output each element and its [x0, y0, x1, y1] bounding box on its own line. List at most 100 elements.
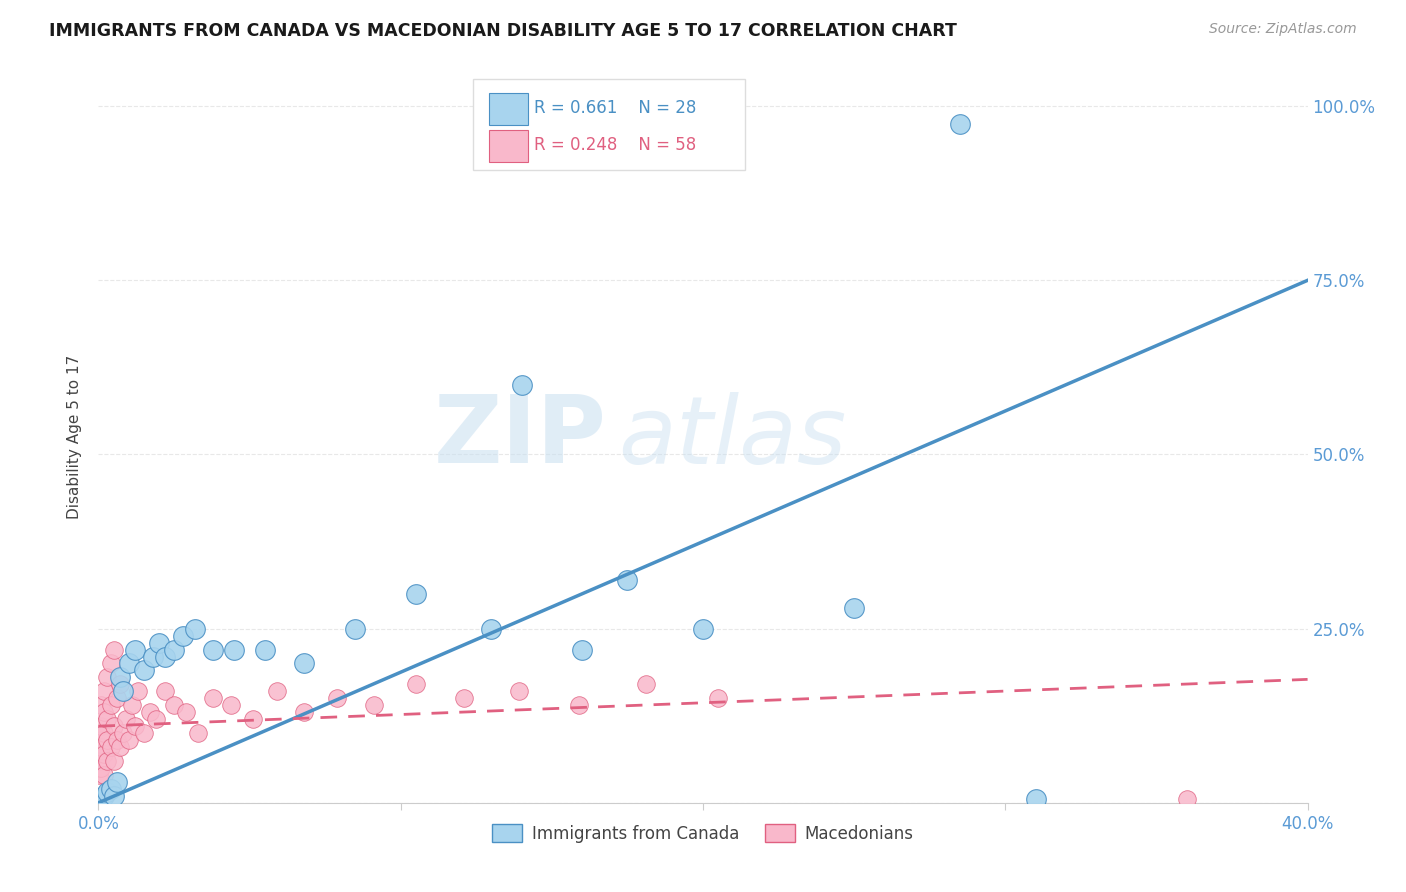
Point	[363, 698, 385, 713]
Point	[405, 677, 427, 691]
Point	[93, 789, 115, 803]
Point	[253, 642, 276, 657]
Legend: Immigrants from Canada, Macedonians: Immigrants from Canada, Macedonians	[485, 818, 921, 849]
Point	[100, 698, 122, 713]
Point	[90, 726, 112, 740]
Point	[145, 712, 167, 726]
Point	[87, 768, 110, 782]
Point	[292, 705, 315, 719]
Point	[508, 684, 530, 698]
Text: IMMIGRANTS FROM CANADA VS MACEDONIAN DISABILITY AGE 5 TO 17 CORRELATION CHART: IMMIGRANTS FROM CANADA VS MACEDONIAN DIS…	[49, 22, 957, 40]
Point	[148, 635, 170, 649]
Point	[949, 117, 972, 131]
Point	[93, 747, 115, 761]
Point	[96, 712, 118, 726]
Point	[93, 705, 115, 719]
Point	[568, 698, 591, 713]
Point	[172, 629, 194, 643]
FancyBboxPatch shape	[474, 78, 745, 170]
Text: R = 0.661    N = 28: R = 0.661 N = 28	[534, 99, 696, 117]
Y-axis label: Disability Age 5 to 17: Disability Age 5 to 17	[67, 355, 83, 519]
Point	[108, 740, 131, 755]
Point	[103, 719, 125, 733]
Point	[242, 712, 264, 726]
Point	[326, 691, 349, 706]
Point	[111, 726, 134, 740]
Point	[96, 733, 118, 747]
Point	[616, 573, 638, 587]
Point	[105, 691, 128, 706]
Point	[100, 781, 122, 796]
Point	[153, 684, 176, 698]
Point	[90, 698, 112, 713]
Point	[93, 684, 115, 698]
Point	[90, 719, 112, 733]
FancyBboxPatch shape	[489, 94, 527, 126]
Point	[481, 622, 503, 636]
Point	[105, 775, 128, 789]
Point	[90, 740, 112, 755]
Point	[118, 657, 141, 671]
Point	[124, 719, 146, 733]
Point	[89, 761, 111, 775]
Point	[89, 754, 111, 768]
Point	[187, 726, 209, 740]
Point	[174, 705, 197, 719]
Point	[224, 642, 246, 657]
Point	[103, 789, 125, 803]
Point	[132, 664, 155, 678]
Point	[1175, 792, 1198, 806]
Point	[634, 677, 657, 691]
Point	[111, 684, 134, 698]
Point	[90, 747, 112, 761]
Point	[89, 754, 111, 768]
Text: ZIP: ZIP	[433, 391, 606, 483]
Point	[571, 642, 593, 657]
Point	[1024, 792, 1046, 806]
Text: Source: ZipAtlas.com: Source: ZipAtlas.com	[1209, 22, 1357, 37]
Point	[90, 733, 112, 747]
Point	[100, 657, 122, 671]
Point	[184, 622, 207, 636]
Point	[132, 726, 155, 740]
Point	[127, 684, 149, 698]
Point	[118, 733, 141, 747]
Point	[266, 684, 288, 698]
Point	[510, 377, 533, 392]
Point	[707, 691, 730, 706]
Point	[90, 792, 112, 806]
Point	[202, 691, 225, 706]
Point	[90, 761, 112, 775]
Point	[221, 698, 243, 713]
Text: atlas: atlas	[619, 392, 846, 483]
Point	[163, 698, 186, 713]
Point	[108, 670, 131, 684]
Point	[108, 677, 131, 691]
Point	[692, 622, 714, 636]
Point	[89, 740, 111, 755]
Point	[93, 768, 115, 782]
Point	[100, 740, 122, 755]
Text: R = 0.248    N = 58: R = 0.248 N = 58	[534, 136, 696, 153]
Point	[142, 649, 165, 664]
Point	[105, 733, 128, 747]
Point	[103, 642, 125, 657]
Point	[139, 705, 162, 719]
Point	[114, 712, 136, 726]
Point	[405, 587, 427, 601]
Point	[844, 600, 866, 615]
Point	[453, 691, 475, 706]
Point	[121, 698, 143, 713]
Point	[124, 642, 146, 657]
Point	[292, 657, 315, 671]
Point	[96, 785, 118, 799]
Point	[96, 754, 118, 768]
Point	[96, 670, 118, 684]
Point	[103, 754, 125, 768]
FancyBboxPatch shape	[489, 130, 527, 162]
Point	[93, 726, 115, 740]
Point	[163, 642, 186, 657]
Point	[344, 622, 367, 636]
Point	[153, 649, 176, 664]
Point	[202, 642, 225, 657]
